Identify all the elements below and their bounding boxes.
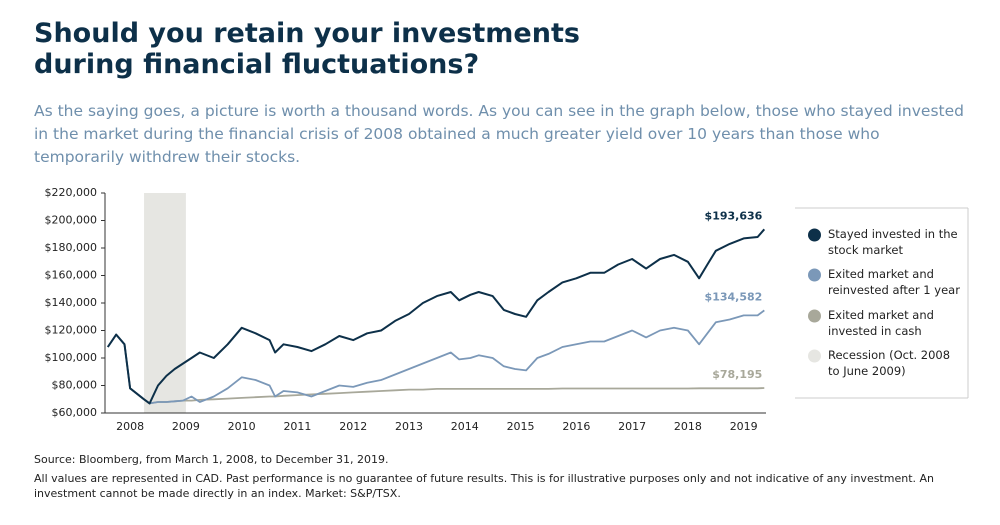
subtitle: As the saying goes, a picture is worth a… bbox=[34, 102, 964, 166]
x-tick-label: 2008 bbox=[116, 420, 144, 433]
legend-swatch bbox=[808, 309, 821, 323]
x-tick-label: 2012 bbox=[339, 420, 367, 433]
x-tick-label: 2016 bbox=[562, 420, 590, 433]
series-line bbox=[107, 333, 765, 405]
legend-item: Recession (Oct. 2008 to June 2009) bbox=[808, 347, 998, 379]
x-tick-label: 2013 bbox=[395, 420, 423, 433]
y-tick-label: $120,000 bbox=[45, 324, 98, 337]
x-tick-label: 2017 bbox=[618, 420, 646, 433]
y-tick-label: $60,000 bbox=[52, 406, 98, 419]
x-tick-label: 2010 bbox=[228, 420, 256, 433]
legend-label: Stayed invested in the stock market bbox=[828, 227, 958, 257]
x-tick-label: 2019 bbox=[730, 420, 758, 433]
legend-label: Recession (Oct. 2008 to June 2009) bbox=[828, 348, 951, 378]
legend-label: Exited market and reinvested after 1 yea… bbox=[828, 267, 960, 297]
legend-swatch bbox=[808, 228, 821, 242]
y-tick-label: $200,000 bbox=[45, 214, 98, 227]
legend-label: Exited market and invested in cash bbox=[828, 308, 934, 338]
x-tick-label: 2009 bbox=[172, 420, 200, 433]
legend-item: Exited market and invested in cash bbox=[808, 307, 998, 339]
y-tick-label: $80,000 bbox=[52, 379, 98, 392]
recession-band bbox=[144, 193, 186, 413]
legend-swatch bbox=[808, 349, 821, 363]
x-tick-label: 2015 bbox=[507, 420, 535, 433]
legend-item: Exited market and reinvested after 1 yea… bbox=[808, 266, 998, 298]
legend-swatch bbox=[808, 268, 821, 282]
y-tick-label: $140,000 bbox=[45, 296, 98, 309]
y-tick-label: $220,000 bbox=[45, 186, 98, 199]
note: All values are represented in CAD. Past … bbox=[34, 472, 935, 500]
source: Source: Bloomberg, from March 1, 2008, t… bbox=[34, 453, 389, 466]
end-label: $134,582 bbox=[705, 290, 763, 303]
y-tick-label: $100,000 bbox=[45, 351, 98, 364]
x-tick-label: 2011 bbox=[283, 420, 311, 433]
series-line bbox=[106, 228, 766, 405]
y-tick-label: $160,000 bbox=[45, 269, 98, 282]
x-tick-label: 2018 bbox=[674, 420, 702, 433]
series-line bbox=[107, 309, 765, 405]
y-tick-label: $180,000 bbox=[45, 241, 98, 254]
end-label: $78,195 bbox=[712, 368, 762, 381]
end-label: $193,636 bbox=[705, 209, 763, 222]
x-tick-label: 2014 bbox=[451, 420, 479, 433]
legend-item: Stayed invested in the stock market bbox=[808, 226, 998, 258]
title: Should you retain your investments durin… bbox=[34, 18, 580, 80]
